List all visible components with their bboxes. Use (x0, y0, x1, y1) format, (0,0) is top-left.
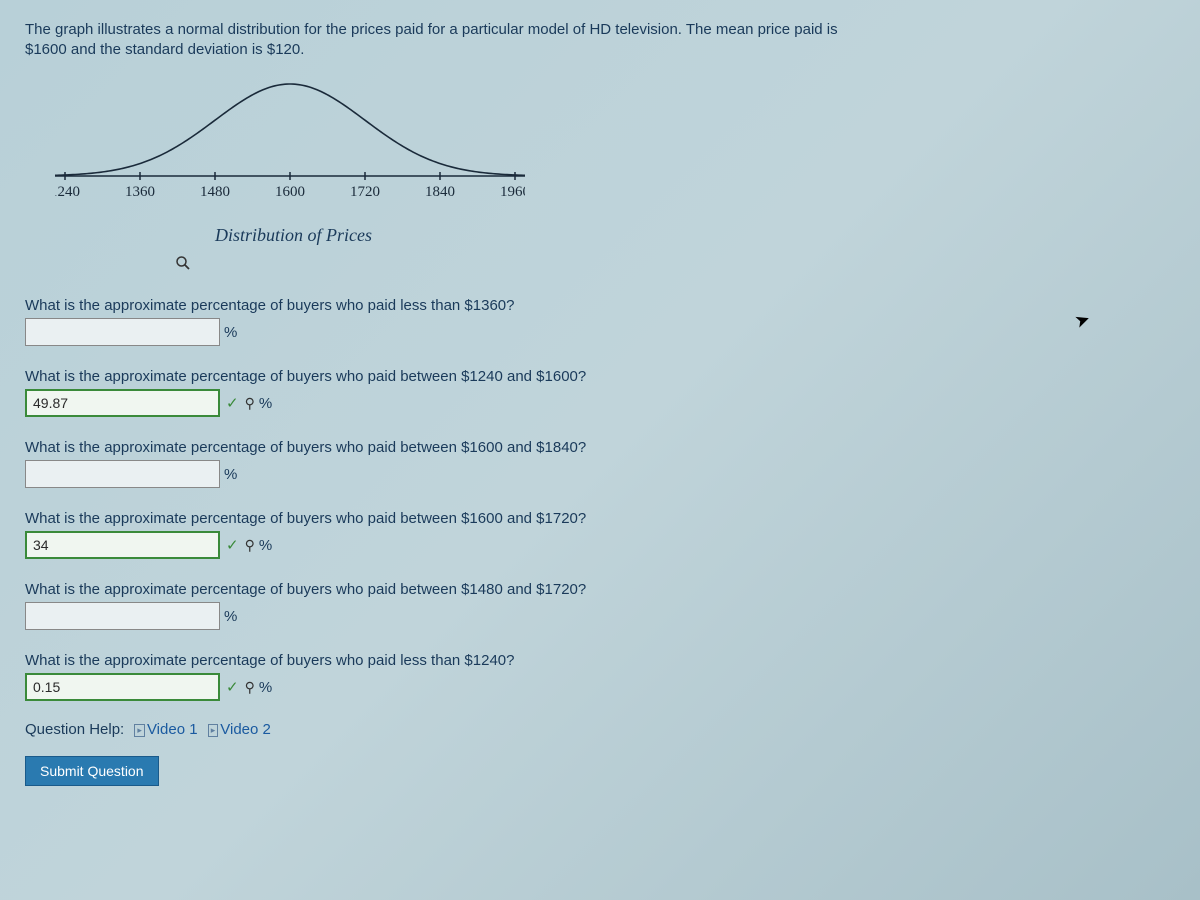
question-text: What is the approximate percentage of bu… (25, 510, 1175, 527)
question-block: What is the approximate percentage of bu… (25, 439, 1175, 488)
percent-label: % (224, 608, 237, 625)
check-icon: ✓ (226, 394, 239, 412)
video-2-link[interactable]: ▸Video 2 (208, 721, 271, 738)
retry-icon[interactable]: ⚲ (245, 679, 255, 696)
question-text: What is the approximate percentage of bu… (25, 581, 1175, 598)
answer-row: % (25, 318, 1175, 346)
intro-text: The graph illustrates a normal distribut… (25, 20, 875, 59)
chart-caption: Distribution of Prices (215, 225, 1175, 246)
question-text: What is the approximate percentage of bu… (25, 297, 1175, 314)
answer-row: % (25, 460, 1175, 488)
svg-text:1240: 1240 (55, 184, 80, 200)
question-text: What is the approximate percentage of bu… (25, 652, 1175, 669)
answer-row: % (25, 602, 1175, 630)
check-icon: ✓ (226, 536, 239, 554)
question-block: What is the approximate percentage of bu… (25, 368, 1175, 417)
question-text: What is the approximate percentage of bu… (25, 368, 1175, 385)
distribution-chart: 1240 1360 1480 1600 1720 1840 1960 Distributio… (55, 74, 1175, 246)
percent-label: % (224, 466, 237, 483)
svg-text:1960: 1960 (500, 184, 525, 200)
svg-text:1600: 1600 (275, 184, 305, 200)
answer-row: ✓ ⚲% (25, 389, 1175, 417)
svg-text:1480: 1480 (200, 184, 230, 200)
answer-input[interactable] (25, 460, 220, 488)
answer-input[interactable] (25, 602, 220, 630)
question-block: What is the approximate percentage of bu… (25, 297, 1175, 346)
question-block: What is the approximate percentage of bu… (25, 652, 1175, 701)
help-label: Question Help: (25, 721, 124, 738)
answer-row: ✓ ⚲% (25, 531, 1175, 559)
check-icon: ✓ (226, 678, 239, 696)
question-help-row: Question Help: ▸Video 1 ▸Video 2 (25, 721, 1175, 738)
question-text: What is the approximate percentage of bu… (25, 439, 1175, 456)
answer-row: ✓ ⚲% (25, 673, 1175, 701)
magnify-icon[interactable] (175, 255, 191, 275)
svg-text:1720: 1720 (350, 184, 380, 200)
submit-button[interactable]: Submit Question (25, 756, 159, 786)
normal-curve-svg: 1240 1360 1480 1600 1720 1840 1960 (55, 74, 525, 219)
retry-icon[interactable]: ⚲ (245, 395, 255, 412)
question-block: What is the approximate percentage of bu… (25, 510, 1175, 559)
percent-label: % (259, 537, 272, 554)
percent-label: % (224, 324, 237, 341)
answer-input[interactable] (25, 318, 220, 346)
question-block: What is the approximate percentage of bu… (25, 581, 1175, 630)
answer-input[interactable] (25, 531, 220, 559)
video-1-link[interactable]: ▸Video 1 (134, 721, 197, 738)
play-icon: ▸ (134, 724, 145, 737)
play-icon: ▸ (208, 724, 219, 737)
answer-input[interactable] (25, 673, 220, 701)
answer-input[interactable] (25, 389, 220, 417)
percent-label: % (259, 395, 272, 412)
percent-label: % (259, 679, 272, 696)
svg-text:1840: 1840 (425, 184, 455, 200)
svg-text:1360: 1360 (125, 184, 155, 200)
retry-icon[interactable]: ⚲ (245, 537, 255, 554)
